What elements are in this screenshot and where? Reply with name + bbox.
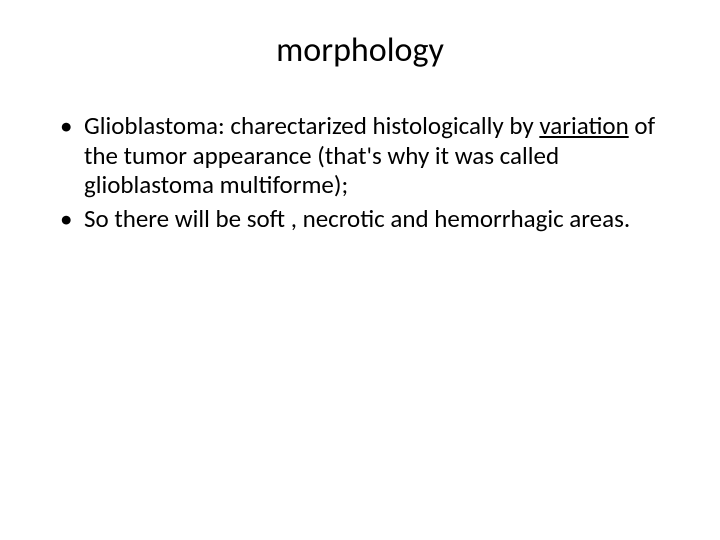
- slide-body: Glioblastoma: charectarized histological…: [0, 111, 720, 233]
- list-item: Glioblastoma: charectarized histological…: [60, 111, 670, 200]
- bullet-text-pre: Glioblastoma: charectarized histological…: [84, 110, 539, 141]
- slide: morphology Glioblastoma: charectarized h…: [0, 0, 720, 540]
- bullet-text-pre: So there will be soft , necrotic and hem…: [84, 203, 630, 234]
- slide-title: morphology: [0, 30, 720, 71]
- bullet-text-underlined: variation: [539, 110, 628, 141]
- list-item: So there will be soft , necrotic and hem…: [60, 204, 670, 234]
- bullet-list: Glioblastoma: charectarized histological…: [60, 111, 670, 233]
